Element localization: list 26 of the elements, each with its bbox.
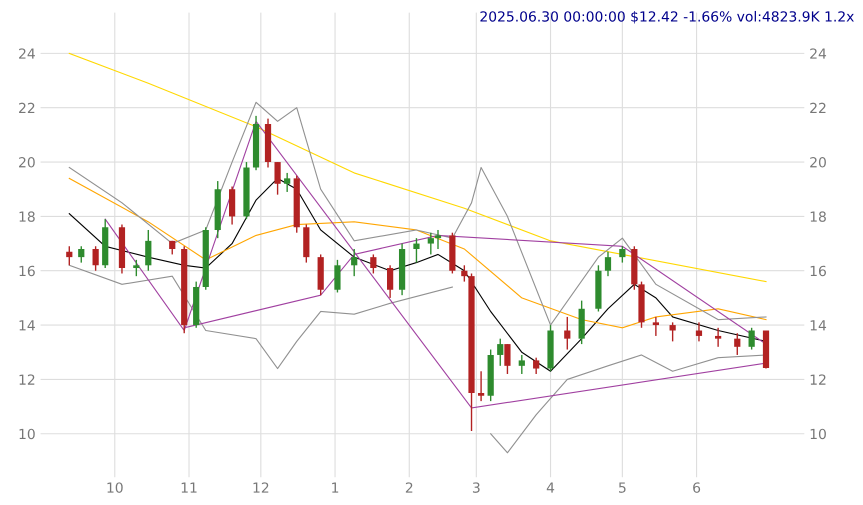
y-tick-label: 16 [20, 266, 35, 276]
y2-tick-label: 22 [810, 102, 826, 113]
x-tick-label: 4 [546, 482, 554, 493]
y-tick-label: 22 [19, 102, 34, 113]
x-tick-label: 11 [182, 482, 197, 493]
x-tick-label: 1 [332, 482, 338, 493]
x-tick-label: 3 [472, 482, 480, 493]
x-tick-label: 5 [619, 482, 626, 493]
y2-tick-label: 14 [810, 320, 826, 330]
y-tick-label: 10 [20, 428, 35, 440]
x-tick-label: 6 [693, 482, 700, 493]
chart-title: 2025.06.30 00:00:00 $12.42 -1.66% vol:4823.9K 1.2x [480, 10, 854, 24]
y2-tick-label: 20 [810, 157, 826, 168]
y-tick-label: 18 [20, 211, 35, 222]
y-tick-label: 14 [20, 320, 35, 330]
y2-tick-label: 24 [810, 48, 826, 59]
y-tick-label: 24 [19, 48, 35, 59]
x-tick-label: 12 [254, 482, 268, 493]
y2-tick-label: 16 [810, 266, 826, 276]
x-tick-label: 10 [107, 482, 123, 493]
y-tick-label: 12 [20, 374, 34, 385]
x-tick-label: 2 [406, 482, 412, 493]
y-tick-label: 20 [19, 157, 35, 168]
y2-tick-label: 12 [810, 374, 826, 385]
y2-tick-label: 10 [810, 428, 826, 440]
y2-tick-label: 18 [810, 211, 826, 222]
